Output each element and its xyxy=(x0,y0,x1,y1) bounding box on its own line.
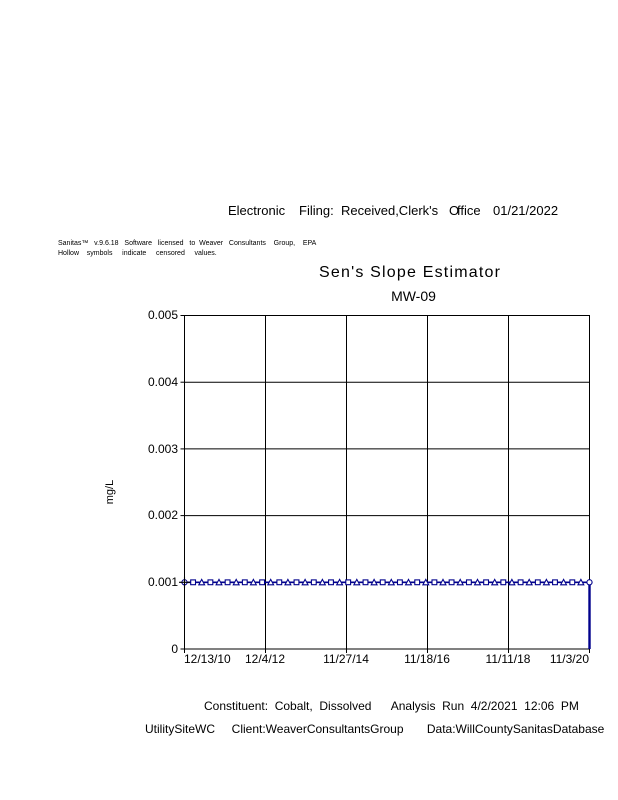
svg-text:mg/L: mg/L xyxy=(104,480,116,504)
svg-text:12/13/10: 12/13/10 xyxy=(184,652,231,666)
svg-text:0.003: 0.003 xyxy=(148,442,178,456)
svg-text:0.005: 0.005 xyxy=(148,308,178,322)
svg-text:0.002: 0.002 xyxy=(148,508,178,522)
svg-text:0: 0 xyxy=(171,642,178,656)
svg-text:11/27/14: 11/27/14 xyxy=(323,652,369,666)
svg-text:12/4/12: 12/4/12 xyxy=(245,652,285,666)
svg-text:11/3/20: 11/3/20 xyxy=(550,652,589,666)
svg-text:0.001: 0.001 xyxy=(148,575,178,589)
svg-text:11/11/18: 11/11/18 xyxy=(486,652,531,666)
svg-text:0.004: 0.004 xyxy=(148,375,178,389)
svg-text:11/18/16: 11/18/16 xyxy=(404,652,450,666)
